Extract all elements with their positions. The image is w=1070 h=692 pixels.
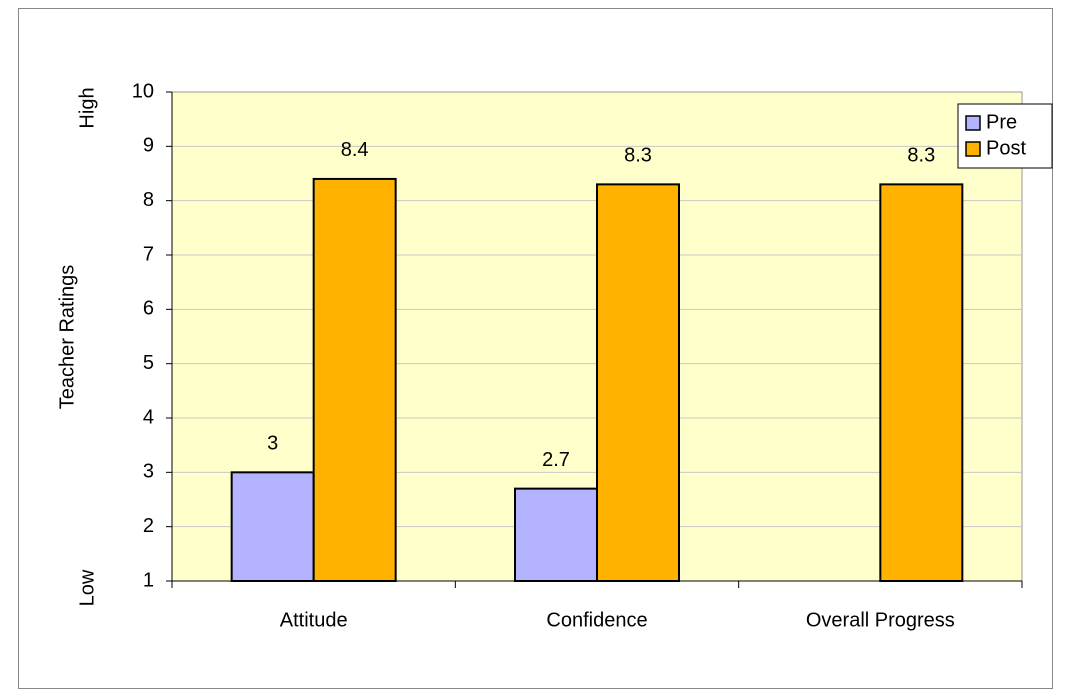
y-tick-label: 7 (143, 243, 154, 265)
y-tick-label: 5 (143, 352, 154, 374)
bar (230, 471, 315, 583)
y-tick-label: 4 (143, 406, 154, 428)
data-label: 3 (267, 433, 278, 455)
bar (879, 183, 964, 582)
x-tick-label: Attitude (280, 609, 348, 631)
bar (312, 177, 397, 583)
annotation-low: Low (76, 569, 98, 606)
x-tick-label: Overall Progress (806, 609, 955, 631)
y-tick-label: 6 (143, 298, 154, 320)
data-label: 2.7 (542, 449, 570, 471)
y-tick-label: 2 (143, 515, 154, 537)
legend-swatch (965, 141, 981, 157)
annotation-high: High (76, 87, 98, 128)
legend-label: Post (986, 137, 1026, 159)
bar (596, 183, 680, 582)
data-label: 8.3 (907, 145, 935, 167)
y-tick-label: 10 (132, 80, 154, 102)
bar (514, 487, 598, 582)
data-label: 8.3 (624, 145, 652, 167)
data-label: 8.4 (341, 139, 369, 161)
y-tick-label: 8 (143, 189, 154, 211)
y-tick-label: 3 (143, 461, 154, 483)
y-tick-label: 9 (143, 135, 154, 157)
legend-label: Pre (986, 111, 1017, 133)
legend-box (957, 103, 1053, 169)
y-axis-label: Teacher Ratings (56, 265, 78, 410)
x-tick-label: Confidence (546, 609, 647, 631)
legend-swatch (965, 115, 981, 131)
y-tick-label: 1 (143, 569, 154, 591)
